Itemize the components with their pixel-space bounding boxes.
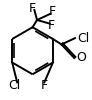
Text: O: O bbox=[76, 51, 86, 64]
Text: F: F bbox=[29, 2, 36, 15]
Text: F: F bbox=[41, 79, 48, 92]
Text: F: F bbox=[49, 5, 56, 18]
Text: Cl: Cl bbox=[77, 32, 89, 46]
Text: Cl: Cl bbox=[8, 79, 21, 92]
Text: F: F bbox=[48, 19, 55, 32]
